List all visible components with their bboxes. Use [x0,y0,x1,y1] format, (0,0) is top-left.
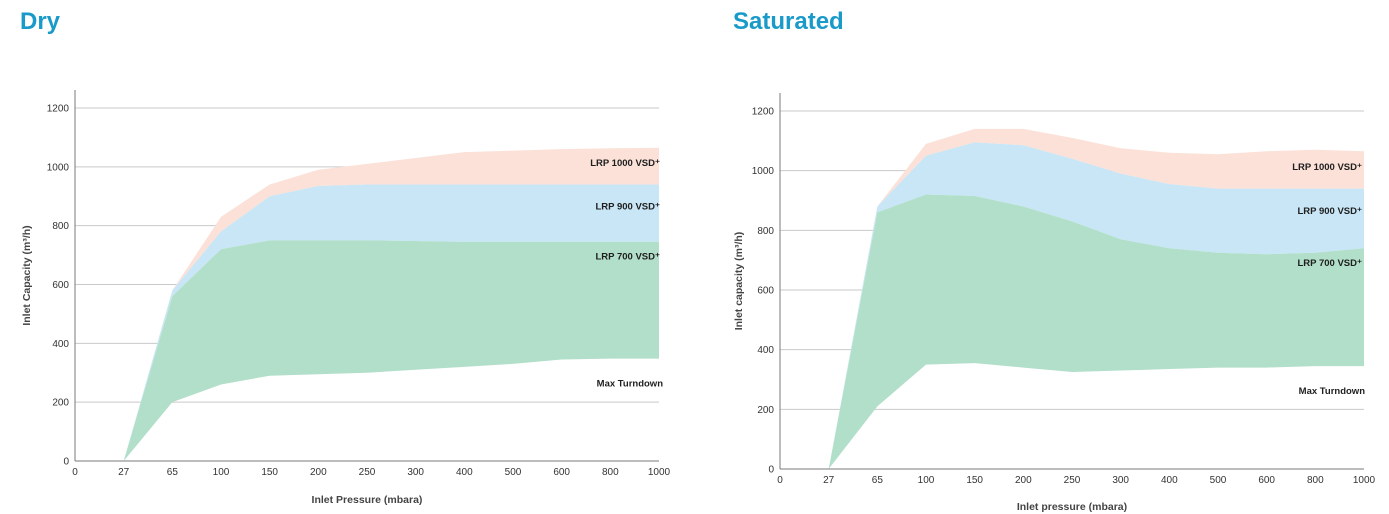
x-tick-label: 0 [777,475,783,486]
y-axis-label: Inlet Capacity (m³/h) [21,225,33,325]
x-tick-label: 1000 [648,467,671,478]
y-tick-label: 1000 [752,166,775,177]
y-tick-label: 800 [757,226,774,237]
x-tick-label: 400 [456,467,473,478]
y-tick-label: 0 [768,465,774,476]
x-tick-label: 150 [966,475,983,486]
x-tick-label: 100 [213,467,230,478]
x-tick-label: 300 [1112,475,1129,486]
area-lrp-900-vsd [123,184,659,461]
y-tick-label: 800 [52,221,69,232]
x-tick-label: 27 [118,467,130,478]
x-axis-label: Inlet pressure (mbara) [1017,501,1127,513]
y-tick-label: 0 [63,457,69,468]
x-tick-label: 300 [407,467,424,478]
series-label-lrp-900-vsd: LRP 900 VSD⁺ [595,202,660,213]
series-label-lrp-1000-vsd: LRP 1000 VSD⁺ [1292,162,1362,173]
x-tick-label: 0 [72,467,78,478]
area-lrp-1000-vsd [828,128,1364,469]
x-tick-label: 800 [1307,475,1324,486]
y-tick-label: 1200 [47,104,70,115]
saturated-chart-title: Saturated [733,8,844,35]
series-label-lrp-900-vsd: LRP 900 VSD⁺ [1297,206,1362,217]
x-tick-label: 200 [1015,475,1032,486]
series-label-max-turndown: Max Turndown [1299,386,1366,397]
x-tick-label: 150 [261,467,278,478]
x-tick-label: 100 [918,475,935,486]
y-tick-label: 400 [52,339,69,350]
series-label-lrp-1000-vsd: LRP 1000 VSD⁺ [590,158,660,169]
series-label-lrp-700-vsd: LRP 700 VSD⁺ [595,252,660,263]
saturated-capacity-chart: 0 200 400 600 800 1000 1200 0 27 65 100 150 200 250 30… [733,93,1376,513]
y-tick-label: 200 [757,405,774,416]
x-tick-label: 65 [167,467,179,478]
x-tick-label: 65 [872,475,884,486]
x-tick-label: 200 [310,467,327,478]
x-tick-label: 600 [1258,475,1275,486]
x-axis-label: Inlet Pressure (mbara) [312,494,423,506]
x-tick-label: 27 [823,475,835,486]
y-tick-label: 1200 [752,107,775,118]
y-tick-label: 1000 [47,162,70,173]
x-tick-label: 500 [505,467,522,478]
dry-chart-title: Dry [20,8,61,35]
series-label-max-turndown: Max Turndown [597,379,664,390]
x-tick-label: 400 [1161,475,1178,486]
area-lrp-700-vsd [828,194,1364,470]
y-tick-label: 600 [757,286,774,297]
x-tick-label: 800 [602,467,619,478]
area-lrp-1000-vsd [123,147,659,461]
x-tick-label: 250 [359,467,376,478]
y-tick-label: 600 [52,280,69,291]
x-tick-label: 600 [553,467,570,478]
y-axis-label: Inlet capacity (m³/h) [733,232,745,331]
x-tick-label: 250 [1064,475,1081,486]
dry-capacity-chart: 0 200 400 600 800 1000 1200 0 27 65 100 150 200 250 30… [21,90,671,506]
x-tick-label: 1000 [1353,475,1376,486]
y-tick-label: 200 [52,398,69,409]
area-lrp-700-vsd [123,240,659,461]
y-tick-label: 400 [757,345,774,356]
area-lrp-900-vsd [828,142,1364,469]
x-tick-label: 500 [1210,475,1227,486]
series-label-lrp-700-vsd: LRP 700 VSD⁺ [1297,258,1362,269]
